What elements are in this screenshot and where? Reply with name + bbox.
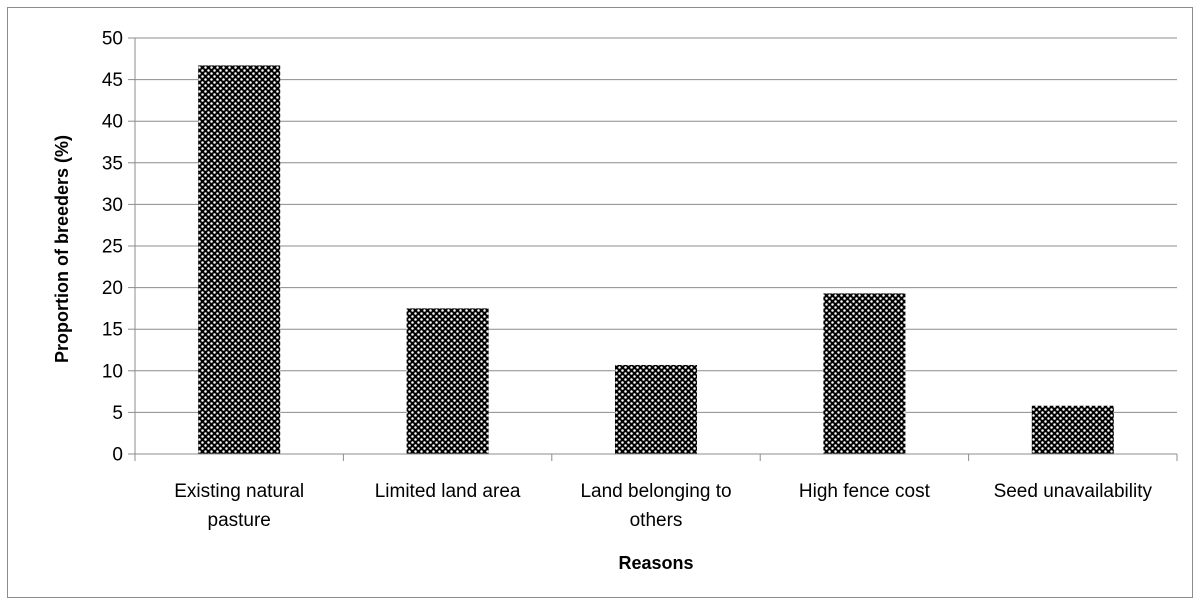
x-category-labels: Existing natural pasture Limited land area…	[174, 481, 1152, 531]
y-tick-label: 30	[102, 195, 123, 216]
bar	[406, 308, 489, 454]
gridlines	[135, 37, 1177, 413]
y-tick-label: 15	[102, 320, 123, 341]
bar	[198, 65, 281, 455]
y-tick-label: 40	[102, 112, 123, 133]
y-tick-label: 5	[112, 403, 123, 424]
y-tick-label: 45	[102, 70, 123, 91]
y-tick-label: 25	[102, 237, 123, 258]
axes	[128, 37, 1178, 461]
y-tick-label: 35	[102, 153, 123, 174]
x-category-label: Seed unavailability	[994, 481, 1153, 502]
bar	[823, 293, 906, 454]
bar	[1031, 405, 1114, 454]
y-tick-label: 0	[112, 445, 123, 466]
y-tick-labels: 0 5 10 15 20 25 30 35 40 45 50	[102, 29, 123, 466]
bars	[198, 65, 1114, 455]
x-category-label: High fence cost	[799, 481, 931, 502]
y-axis-title: Proportion of breeders (%)	[52, 135, 72, 363]
x-axis-title: Reasons	[618, 553, 693, 573]
x-category-label: Existing natural pasture	[174, 481, 304, 531]
x-category-label: Land belonging to others	[580, 481, 731, 531]
bar	[615, 364, 697, 454]
x-category-label: Limited land area	[375, 481, 521, 502]
y-tick-label: 50	[102, 29, 123, 50]
y-tick-label: 20	[102, 278, 123, 299]
y-tick-label: 10	[102, 361, 123, 382]
